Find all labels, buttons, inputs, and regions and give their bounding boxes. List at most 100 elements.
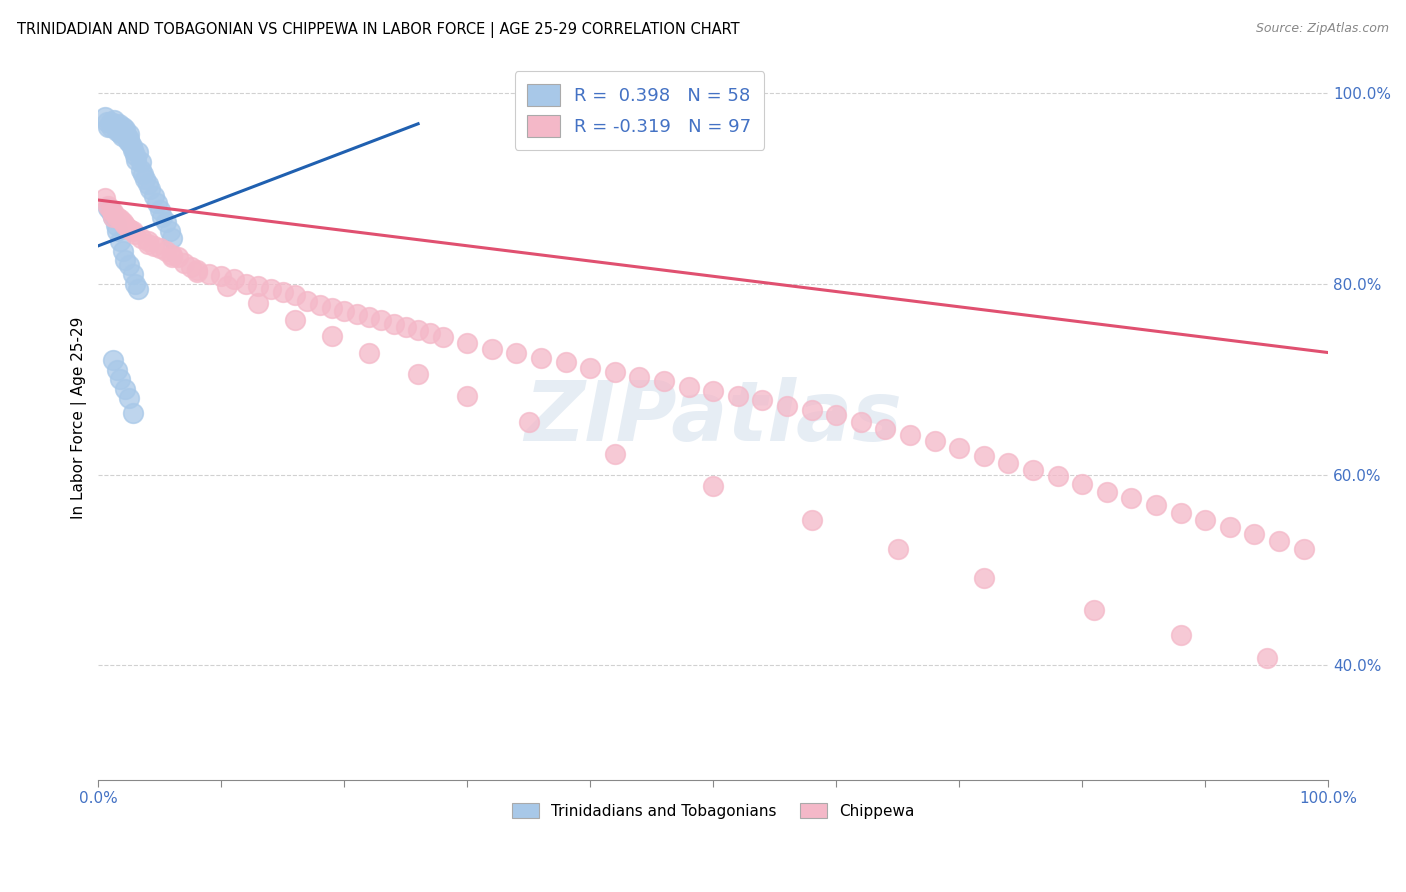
Point [180, 260, 202, 274]
Point [127, 282, 149, 296]
Point [517, 415, 540, 429]
Point [702, 384, 724, 398]
Point [370, 313, 392, 327]
Point [96, 115, 118, 129]
Point [125, 153, 148, 167]
Point [898, 427, 921, 442]
Point [481, 342, 503, 356]
Point [149, 241, 172, 255]
Point [579, 360, 602, 375]
Point [924, 434, 946, 449]
Point [114, 122, 136, 136]
Point [105, 362, 128, 376]
Point [1256, 650, 1278, 665]
Point [186, 262, 208, 277]
Point [101, 210, 124, 224]
Point [776, 399, 799, 413]
Point [136, 234, 159, 248]
Point [134, 172, 156, 186]
Point [121, 406, 143, 420]
Point [136, 177, 159, 191]
Point [284, 313, 307, 327]
Y-axis label: In Labor Force | Age 25-29: In Labor Force | Age 25-29 [72, 316, 87, 518]
Point [155, 244, 177, 258]
Point [702, 479, 724, 493]
Point [247, 296, 270, 310]
Point [1170, 506, 1192, 520]
Point [110, 372, 132, 386]
Point [117, 134, 139, 148]
Point [357, 310, 380, 325]
Point [1071, 477, 1094, 491]
Point [97, 120, 120, 134]
Point [110, 126, 132, 140]
Point [308, 298, 330, 312]
Point [124, 148, 146, 162]
Point [1194, 513, 1216, 527]
Point [100, 120, 122, 134]
Point [1243, 526, 1265, 541]
Point [160, 250, 183, 264]
Point [105, 210, 128, 224]
Point [973, 449, 995, 463]
Point [321, 329, 343, 343]
Point [100, 205, 122, 219]
Point [1095, 484, 1118, 499]
Point [105, 119, 128, 133]
Point [104, 218, 127, 232]
Point [849, 415, 872, 429]
Point [120, 136, 142, 150]
Point [118, 392, 141, 406]
Point [97, 199, 120, 213]
Point [432, 330, 454, 344]
Point [186, 265, 208, 279]
Point [131, 162, 153, 177]
Point [1022, 463, 1045, 477]
Point [111, 124, 134, 138]
Point [886, 541, 908, 556]
Point [284, 288, 307, 302]
Point [406, 323, 429, 337]
Text: TRINIDADIAN AND TOBAGONIAN VS CHIPPEWA IN LABOR FORCE | AGE 25-29 CORRELATION CH: TRINIDADIAN AND TOBAGONIAN VS CHIPPEWA I… [17, 22, 740, 38]
Point [800, 402, 823, 417]
Point [103, 112, 125, 127]
Point [121, 268, 143, 282]
Point [101, 353, 124, 368]
Point [554, 355, 576, 369]
Point [111, 244, 134, 258]
Point [110, 212, 132, 227]
Point [101, 117, 124, 131]
Point [110, 234, 132, 248]
Point [357, 345, 380, 359]
Point [93, 110, 115, 124]
Point [235, 277, 257, 291]
Text: ZIPatlas: ZIPatlas [524, 377, 903, 458]
Point [217, 278, 239, 293]
Point [160, 248, 183, 262]
Point [603, 365, 626, 379]
Point [209, 269, 232, 284]
Point [505, 345, 527, 359]
Point [456, 336, 478, 351]
Point [382, 317, 405, 331]
Point [395, 319, 418, 334]
Point [118, 128, 141, 142]
Point [333, 303, 356, 318]
Legend: Trinidadians and Tobagonians, Chippewa: Trinidadians and Tobagonians, Chippewa [503, 795, 922, 826]
Point [1121, 491, 1143, 506]
Point [406, 368, 429, 382]
Point [118, 221, 141, 235]
Point [155, 215, 177, 229]
Point [146, 195, 169, 210]
Point [114, 382, 136, 396]
Point [1268, 534, 1291, 549]
Point [131, 231, 153, 245]
Point [259, 282, 281, 296]
Point [121, 144, 143, 158]
Point [198, 268, 221, 282]
Point [419, 326, 441, 341]
Point [100, 202, 122, 217]
Point [727, 389, 749, 403]
Point [124, 227, 146, 242]
Point [875, 422, 897, 436]
